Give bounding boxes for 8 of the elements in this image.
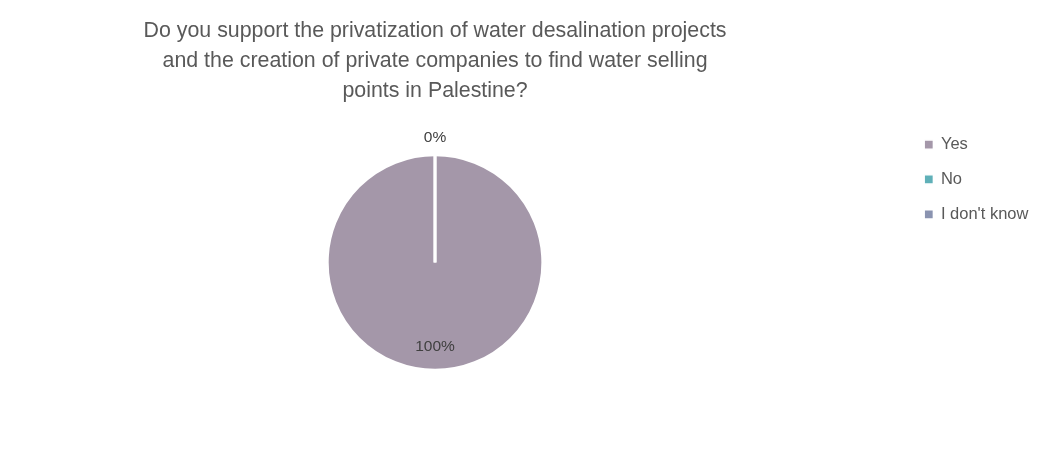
text: Do you support the privatization of water desalination projects: [143, 18, 727, 43]
legend-label: Yes: [940, 134, 968, 153]
data-label: 100%: [415, 337, 456, 355]
text: 0%: [423, 128, 447, 146]
text: points in Palestine?: [342, 78, 528, 103]
legend-label: I don't know: [940, 204, 1029, 223]
text: and the creation of private companies to find water selling: [162, 48, 708, 73]
legend-label: No: [940, 169, 963, 188]
